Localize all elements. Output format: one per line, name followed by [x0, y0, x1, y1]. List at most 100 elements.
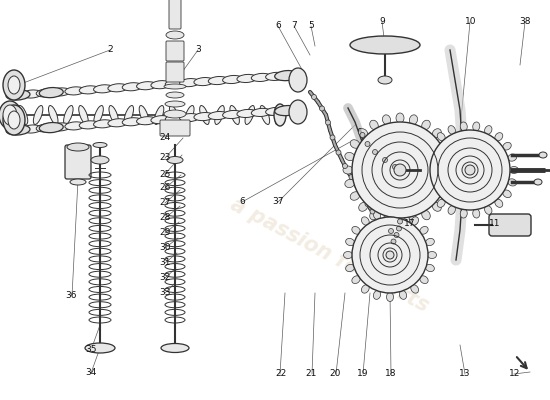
- Circle shape: [391, 239, 396, 244]
- Ellipse shape: [6, 90, 30, 100]
- Text: 36: 36: [66, 292, 77, 300]
- Ellipse shape: [345, 152, 355, 161]
- Ellipse shape: [3, 105, 17, 125]
- Ellipse shape: [411, 217, 419, 225]
- Circle shape: [326, 120, 331, 125]
- Ellipse shape: [165, 101, 185, 107]
- Ellipse shape: [266, 72, 285, 80]
- Text: 5: 5: [308, 22, 314, 30]
- Ellipse shape: [432, 129, 441, 138]
- Ellipse shape: [424, 154, 432, 161]
- Ellipse shape: [382, 115, 390, 125]
- Text: 6: 6: [239, 198, 245, 206]
- Ellipse shape: [65, 87, 85, 95]
- Text: 28: 28: [160, 214, 170, 222]
- Ellipse shape: [350, 140, 360, 148]
- Text: 13: 13: [459, 370, 470, 378]
- Ellipse shape: [289, 100, 307, 124]
- Ellipse shape: [427, 252, 437, 258]
- Ellipse shape: [91, 156, 109, 164]
- Ellipse shape: [437, 199, 445, 207]
- Ellipse shape: [361, 217, 369, 225]
- Text: 29: 29: [160, 228, 170, 237]
- Ellipse shape: [266, 107, 285, 116]
- Ellipse shape: [503, 190, 512, 198]
- Ellipse shape: [200, 106, 209, 124]
- Ellipse shape: [432, 202, 441, 211]
- Ellipse shape: [167, 156, 183, 164]
- Ellipse shape: [352, 226, 360, 234]
- Ellipse shape: [429, 142, 437, 150]
- Ellipse shape: [194, 112, 214, 121]
- Text: 25: 25: [160, 170, 170, 178]
- Ellipse shape: [108, 119, 128, 127]
- Ellipse shape: [460, 209, 468, 218]
- Text: 2: 2: [107, 46, 113, 54]
- Ellipse shape: [382, 215, 390, 225]
- Ellipse shape: [446, 152, 455, 161]
- Ellipse shape: [36, 89, 56, 97]
- Circle shape: [394, 232, 399, 238]
- Circle shape: [430, 130, 510, 210]
- Text: 26: 26: [160, 184, 170, 192]
- Ellipse shape: [539, 152, 547, 158]
- Ellipse shape: [289, 68, 307, 92]
- Ellipse shape: [36, 124, 56, 132]
- Ellipse shape: [399, 290, 406, 299]
- Ellipse shape: [429, 190, 437, 198]
- Circle shape: [311, 94, 316, 100]
- Ellipse shape: [426, 264, 434, 272]
- Text: 10: 10: [465, 18, 476, 26]
- Ellipse shape: [165, 114, 185, 123]
- Ellipse shape: [446, 179, 455, 188]
- FancyBboxPatch shape: [489, 214, 531, 236]
- Ellipse shape: [151, 81, 171, 89]
- Circle shape: [360, 132, 365, 138]
- Text: 17: 17: [404, 220, 415, 228]
- Ellipse shape: [460, 122, 468, 131]
- Ellipse shape: [109, 106, 118, 124]
- Ellipse shape: [9, 104, 21, 126]
- Ellipse shape: [350, 36, 420, 54]
- Ellipse shape: [359, 129, 368, 138]
- Ellipse shape: [260, 106, 270, 124]
- FancyBboxPatch shape: [169, 0, 181, 29]
- Ellipse shape: [122, 83, 142, 91]
- Ellipse shape: [39, 122, 63, 133]
- Text: 33: 33: [160, 288, 170, 297]
- Ellipse shape: [251, 108, 271, 116]
- Ellipse shape: [155, 106, 164, 124]
- Text: 32: 32: [160, 273, 170, 282]
- Ellipse shape: [344, 252, 353, 258]
- Ellipse shape: [164, 84, 186, 89]
- Ellipse shape: [34, 106, 43, 124]
- Ellipse shape: [39, 88, 63, 98]
- Circle shape: [320, 106, 324, 111]
- Ellipse shape: [79, 121, 99, 129]
- Ellipse shape: [495, 133, 503, 141]
- Ellipse shape: [136, 82, 157, 90]
- Circle shape: [352, 122, 448, 218]
- Text: a passion for parts: a passion for parts: [228, 194, 432, 316]
- Text: 6: 6: [275, 22, 280, 30]
- Text: 31: 31: [160, 258, 170, 267]
- Ellipse shape: [22, 90, 42, 98]
- Ellipse shape: [3, 105, 25, 135]
- Circle shape: [343, 164, 348, 168]
- Text: 7: 7: [292, 22, 297, 30]
- Ellipse shape: [509, 166, 519, 174]
- Ellipse shape: [215, 106, 224, 124]
- Ellipse shape: [503, 142, 512, 150]
- Ellipse shape: [485, 206, 492, 214]
- Text: 20: 20: [330, 370, 341, 378]
- Circle shape: [355, 184, 360, 190]
- Circle shape: [336, 150, 341, 155]
- Ellipse shape: [447, 166, 457, 174]
- Ellipse shape: [180, 78, 200, 87]
- Text: 21: 21: [305, 370, 316, 378]
- Ellipse shape: [409, 115, 417, 125]
- Text: 12: 12: [509, 370, 520, 378]
- Ellipse shape: [274, 104, 286, 126]
- Text: 9: 9: [379, 18, 385, 26]
- Text: 30: 30: [160, 244, 170, 252]
